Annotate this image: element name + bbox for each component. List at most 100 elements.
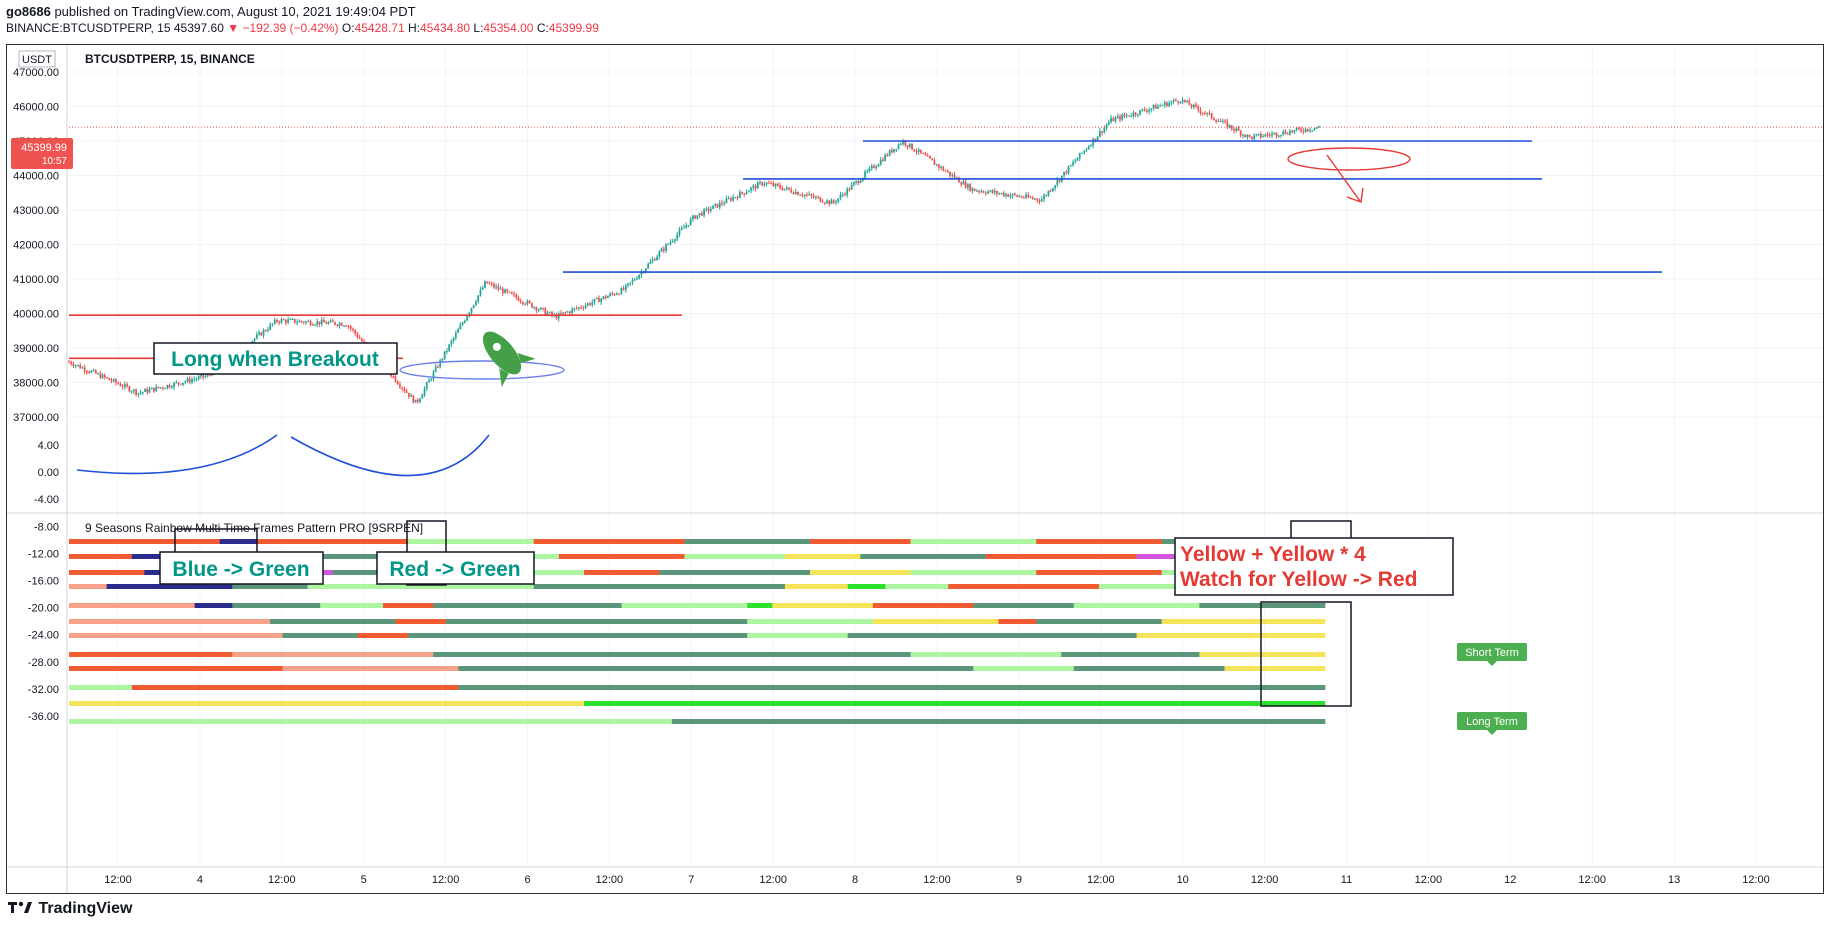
candle-body: [850, 184, 853, 190]
short-term-badge: [1457, 643, 1527, 661]
candle-body: [671, 241, 674, 243]
chart-frame[interactable]: 47000.0046000.0045000.0044000.0043000.00…: [6, 44, 1824, 894]
indicator-band-segment: [1036, 570, 1163, 575]
candle-body: [1201, 112, 1204, 114]
annotation-box-breakout[interactable]: [153, 342, 398, 375]
candle-body: [347, 325, 350, 327]
candle-body: [1311, 130, 1314, 132]
candle-body: [1179, 102, 1182, 104]
highlight-box[interactable]: [1260, 601, 1352, 707]
candle-body: [770, 183, 773, 185]
candle-body: [575, 308, 578, 310]
candle-body: [314, 324, 316, 326]
candle-body: [1029, 197, 1032, 199]
indicator-band-segment: [69, 633, 145, 638]
down-arrow-head[interactable]: [1346, 187, 1364, 203]
candle-body: [410, 395, 413, 397]
chart-canvas[interactable]: 47000.0046000.0045000.0044000.0043000.00…: [7, 45, 1823, 893]
candle-body: [783, 188, 786, 191]
candle-body: [361, 338, 363, 342]
candle-body: [935, 164, 938, 166]
candle-body: [792, 192, 795, 195]
candle-body: [1094, 138, 1097, 141]
candle-body: [810, 194, 813, 196]
candle-body: [269, 324, 272, 330]
candle-body: [1244, 134, 1247, 138]
candle-body: [893, 148, 896, 153]
candle-body: [155, 386, 158, 392]
candle-body: [195, 378, 198, 380]
annotation-box-blue-green[interactable]: [159, 551, 324, 585]
candle-body: [794, 191, 797, 195]
indicator-band-segment: [910, 539, 1037, 544]
breakout-ellipse[interactable]: [399, 360, 565, 380]
candle-body: [1051, 188, 1054, 192]
candle-body: [539, 307, 542, 310]
candle-body: [703, 209, 705, 216]
candle-body: [1197, 106, 1200, 110]
candle-body: [191, 379, 193, 383]
time-axis-label: 13: [1668, 874, 1680, 886]
cup-curve-right[interactable]: [290, 434, 490, 477]
candle-body: [915, 151, 918, 153]
candle-body: [513, 293, 515, 295]
down-arrow-line[interactable]: [1326, 154, 1361, 202]
rocket-fin-left: [499, 368, 509, 388]
annotation-box-yellow[interactable]: [1174, 537, 1454, 596]
candle-body: [403, 388, 406, 392]
tradingview-logo-icon: [8, 901, 32, 913]
candle-body: [1090, 145, 1092, 147]
candle-body: [951, 174, 954, 176]
indicator-band-segment: [320, 603, 384, 608]
price-change: −192.39 (−0.42%): [242, 21, 339, 35]
candle-body: [1141, 109, 1144, 111]
time-axis-label: 12:00: [268, 874, 296, 886]
candle-body: [674, 239, 676, 242]
time-axis-label: 4: [197, 874, 203, 886]
candle-body: [562, 312, 565, 314]
tradingview-logo[interactable]: TradingView: [8, 900, 132, 918]
candle-body: [132, 389, 135, 392]
candle-body: [412, 395, 415, 403]
target-ellipse[interactable]: [1287, 147, 1411, 171]
candle-body: [653, 259, 656, 261]
candle-body: [763, 184, 766, 186]
candle-body: [960, 182, 963, 185]
publisher-name[interactable]: go8686: [6, 4, 51, 19]
candle-body: [1081, 152, 1083, 154]
candle-body: [1063, 171, 1065, 176]
annotation-box-red-green[interactable]: [376, 551, 535, 585]
candle-body: [1221, 120, 1224, 122]
candle-body: [188, 378, 191, 383]
candle-body: [293, 319, 296, 323]
indicator-band-segment: [395, 619, 447, 624]
price-axis-label: 42000.00: [13, 240, 59, 252]
candle-body: [788, 187, 790, 190]
candle-body: [1123, 114, 1126, 117]
indicator-band-segment: [69, 701, 585, 706]
candle-body: [193, 379, 196, 381]
candle-body: [669, 241, 672, 244]
candle-body: [289, 319, 292, 321]
candle-body: [1215, 119, 1218, 122]
candle-body: [287, 319, 290, 323]
candle-body: [649, 261, 652, 264]
candle-body: [450, 340, 453, 345]
open-value: 45428.71: [354, 21, 405, 35]
currency-box[interactable]: [18, 50, 56, 68]
candle-body: [662, 248, 665, 251]
candle-body: [448, 344, 451, 351]
candle-body: [457, 329, 459, 333]
candle-body: [978, 190, 981, 192]
price-axis-label: 37000.00: [13, 412, 59, 424]
candle-body: [1047, 190, 1050, 196]
long-term-label: Long Term: [1466, 716, 1518, 728]
candle-body: [573, 308, 576, 310]
candle-body: [1009, 195, 1012, 197]
candle-body: [170, 387, 173, 389]
candle-body: [877, 164, 880, 167]
candle-body: [441, 359, 444, 361]
cup-curve-left[interactable]: [76, 434, 278, 475]
open-label: O:: [341, 21, 355, 35]
candle-body: [627, 283, 629, 286]
